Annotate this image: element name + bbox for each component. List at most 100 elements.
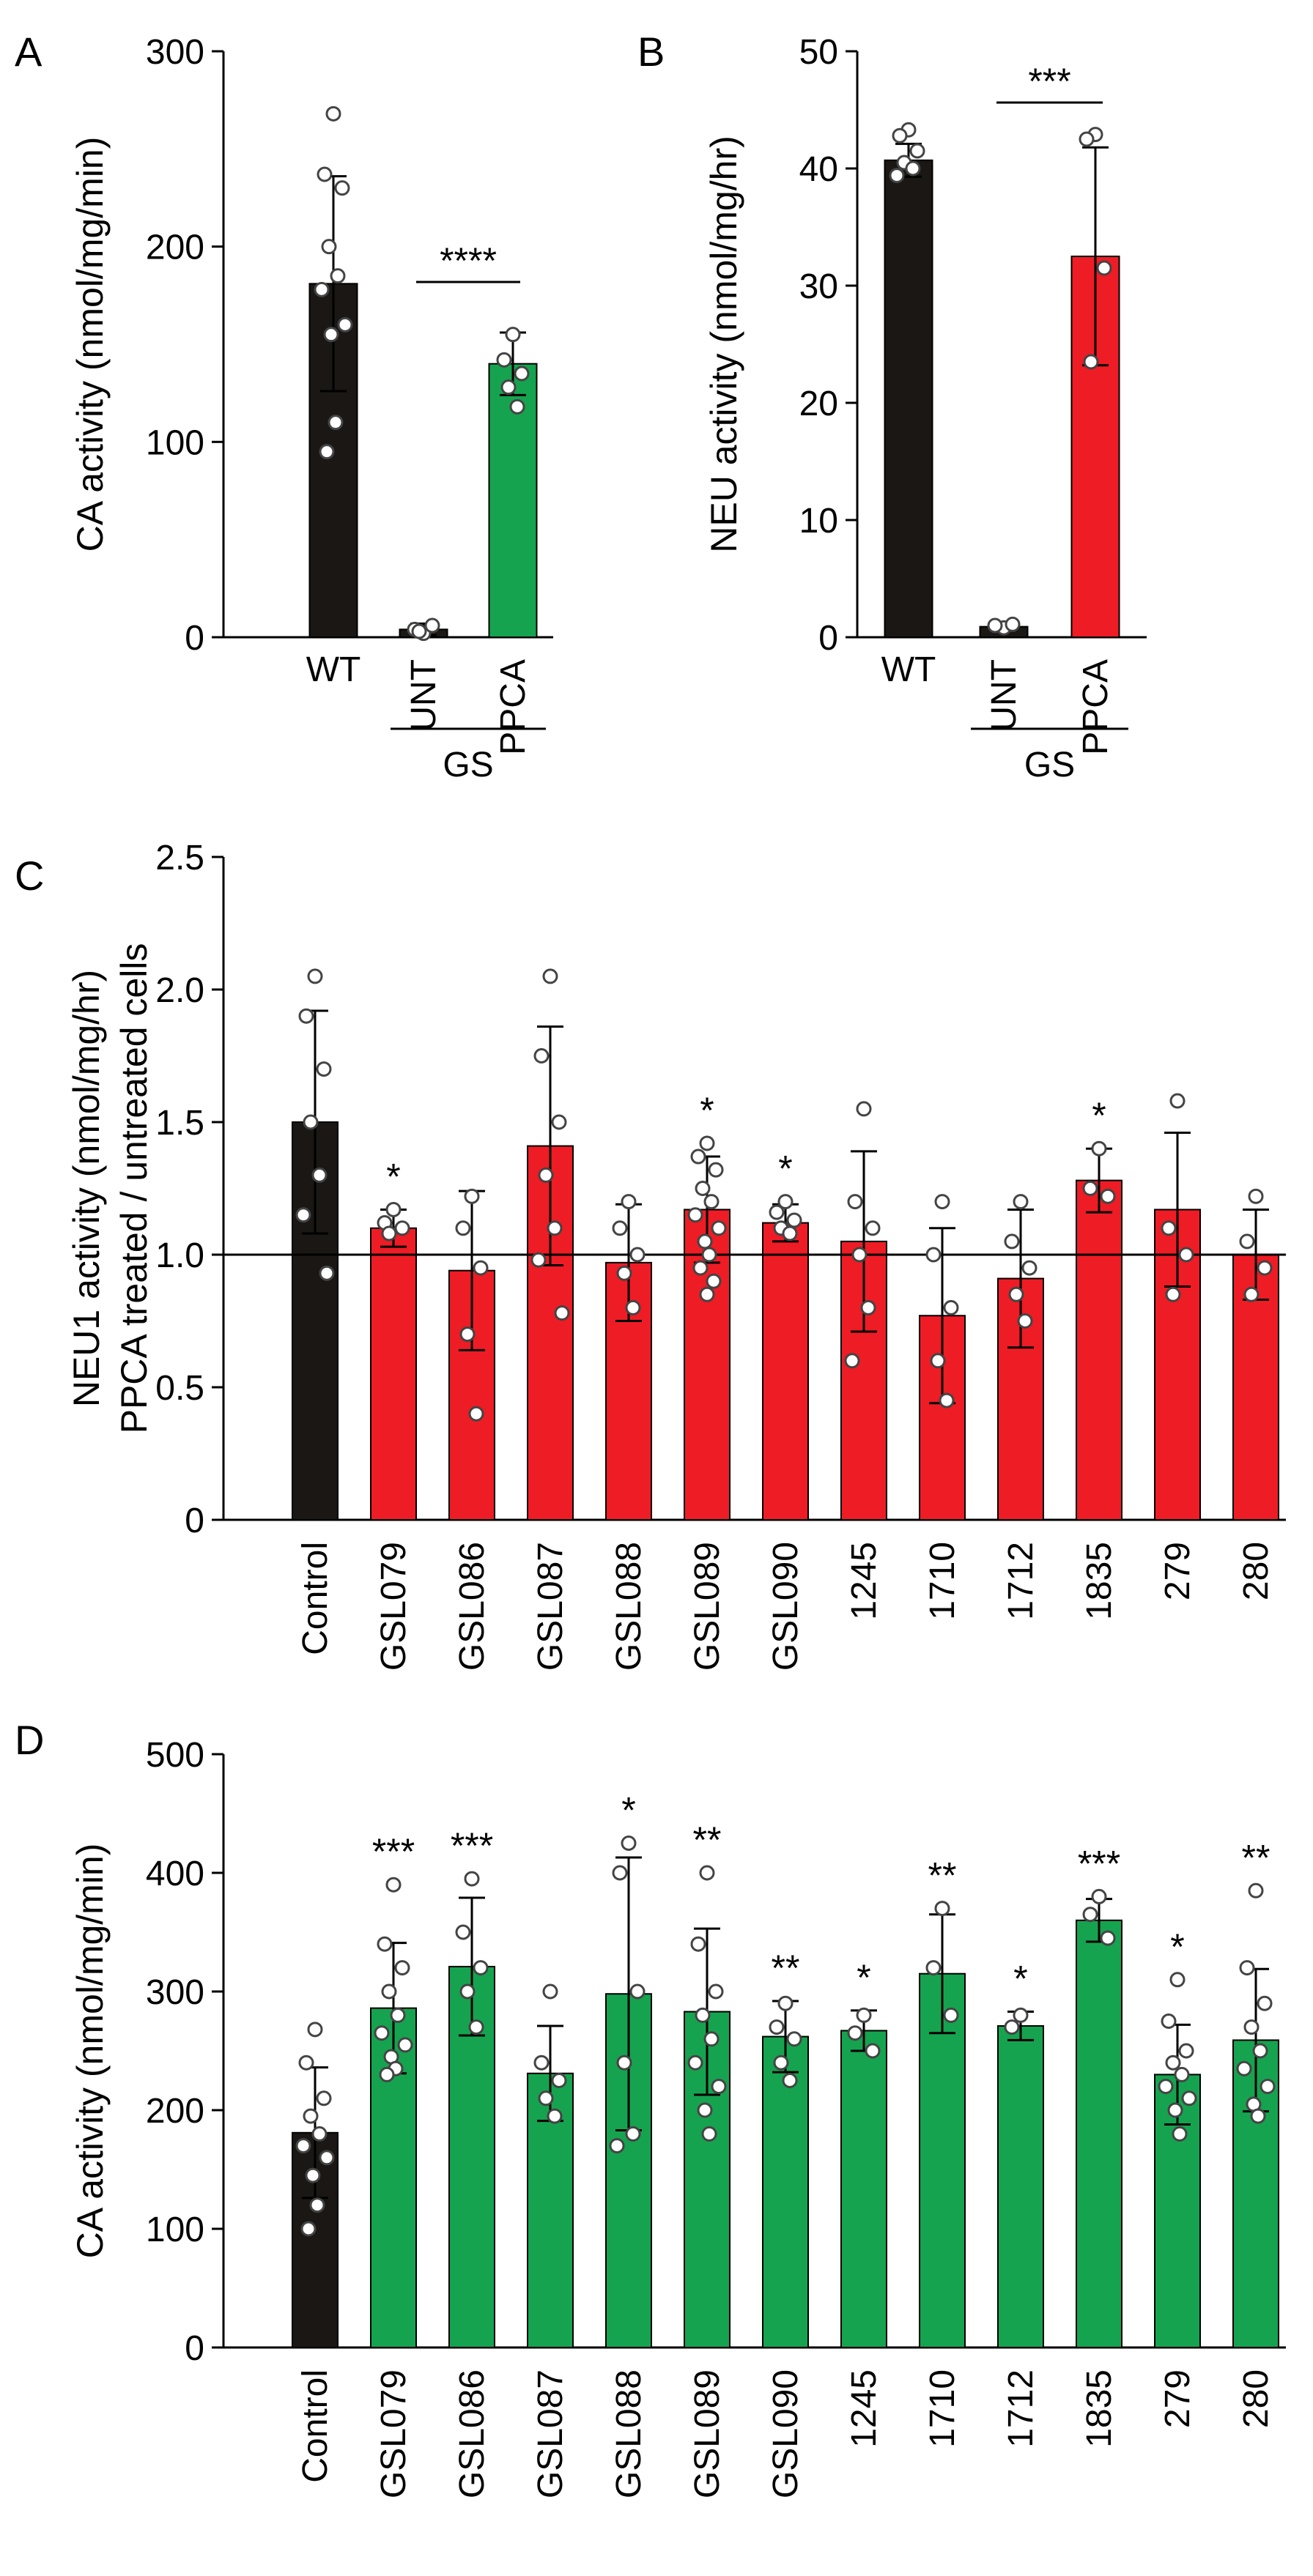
- panel-a-data-point: [321, 239, 337, 255]
- panel-c-category-label: GSL088: [610, 1542, 648, 1671]
- panel-c-data-point: [1021, 1260, 1038, 1276]
- panel-c-data-point: [860, 1299, 876, 1315]
- panel-c-data-point: [699, 1286, 715, 1302]
- panel-b-group-label: GS: [1024, 746, 1075, 784]
- panel-c-data-point: [1004, 1233, 1020, 1250]
- panel-d-data-point: [468, 2019, 484, 2035]
- panel-c-data-point: [690, 1148, 706, 1165]
- panel-d-category-label: 1710: [923, 2369, 962, 2448]
- panel-c-data-point: [621, 1194, 637, 1210]
- panel-c-category-label: GSL086: [453, 1542, 492, 1671]
- panel-d-data-point: [390, 2007, 406, 2023]
- panel-c-data-point: [943, 1299, 959, 1315]
- panel-d-data-point: [455, 1924, 471, 1940]
- panel-a-y-tick-label: 0: [185, 619, 204, 658]
- panel-d-data-point: [309, 2197, 325, 2213]
- panel-c-data-point: [554, 1305, 570, 1321]
- panel-d-significance-stars: *: [621, 1790, 635, 1831]
- panel-c-y-tick-label: 2.0: [155, 971, 204, 1010]
- panel-d-data-point: [374, 2025, 390, 2041]
- panel-c-data-point: [1082, 1181, 1098, 1196]
- panel-b-significance-stars: ***: [1028, 61, 1070, 102]
- panel-d-significance-stars: **: [693, 1819, 722, 1860]
- panel-a-letter: A: [15, 29, 42, 75]
- panel-a-data-point: [514, 365, 530, 382]
- panel-c-data-point: [782, 1225, 798, 1241]
- panel-d-y-tick-label: 0: [185, 2329, 204, 2368]
- panel-d-data-point: [1181, 2090, 1197, 2107]
- panel-d-data-point: [303, 2108, 319, 2124]
- panel-d-significance-stars: **: [772, 1948, 800, 1989]
- panel-d-category-label: GSL090: [766, 2369, 805, 2498]
- panel-d-data-point: [547, 2108, 563, 2124]
- panel-d-y-tick-label: 200: [146, 2092, 204, 2131]
- panel-d-data-point: [385, 1877, 402, 1893]
- panel-d-data-point: [1167, 2102, 1183, 2118]
- panel-d-data-point: [769, 2019, 785, 2035]
- panel-c-bar: [762, 1222, 809, 1521]
- panel-a-data-point: [317, 166, 333, 182]
- panel-d-data-point: [621, 1836, 637, 1851]
- panel-a-data-point: [334, 180, 350, 196]
- panel-c-category-label: GSL087: [531, 1542, 570, 1671]
- panel-d-data-point: [1161, 2013, 1177, 2029]
- panel-d-bar: [1076, 1919, 1122, 2349]
- panel-d-data-point: [699, 1865, 715, 1881]
- panel-c-data-point: [533, 1048, 550, 1064]
- panel-c-data-point: [625, 1299, 641, 1315]
- panel-a-data-point: [411, 623, 427, 639]
- panel-b-letter: B: [637, 29, 665, 75]
- panel-a-significance-stars: ****: [440, 240, 497, 281]
- panel-d-data-point: [943, 2007, 959, 2023]
- panel-d-category-label: Control: [296, 2369, 335, 2483]
- panel-d-data-point: [1158, 2079, 1174, 2095]
- panel-d-data-point: [1250, 2108, 1266, 2124]
- panel-d-data-point: [377, 1936, 393, 1952]
- panel-b-data-point: [905, 160, 921, 177]
- panel-a-category-label: UNT: [404, 659, 443, 732]
- panel-d-data-point: [300, 2221, 317, 2237]
- panel-c-y-tick-label: 1.5: [155, 1104, 204, 1143]
- panel-a-y-axis-title: CA activity (nmol/mg/min): [70, 137, 111, 552]
- panel-d-data-point: [379, 2066, 395, 2082]
- panel-b-y-tick-label: 20: [799, 385, 838, 423]
- panel-a-data-point: [505, 327, 521, 343]
- panel-a-data-point: [424, 617, 440, 634]
- panel-d-data-point: [1169, 1972, 1186, 1988]
- panel-d-data-point: [1236, 2060, 1252, 2076]
- panel-d-data-point: [625, 2126, 641, 2142]
- panel-d-bar: [840, 2030, 887, 2348]
- panel-d-significance-stars: **: [928, 1855, 957, 1896]
- panel-c-y-axis-title: NEU1 activity (nmol/mg/hr): [66, 970, 107, 1407]
- panel-d-data-point: [865, 2043, 881, 2059]
- panel-c-data-point: [303, 1114, 319, 1130]
- panel-d-data-point: [690, 1936, 706, 1952]
- panel-c-data-point: [311, 1167, 328, 1183]
- panel-d-data-point: [703, 2031, 720, 2047]
- panel-c-y-tick-label: 0.5: [155, 1369, 204, 1408]
- panel-c-data-point: [629, 1247, 646, 1263]
- panel-c-data-point: [939, 1392, 955, 1408]
- panel-d-category-label: 1835: [1080, 2369, 1119, 2448]
- panel-d-data-point: [1248, 1882, 1264, 1898]
- panel-a-data-point: [319, 444, 335, 460]
- panel-c-data-point: [1243, 1286, 1260, 1302]
- panel-c-data-point: [930, 1353, 946, 1369]
- panel-d-y-axis-title: CA activity (nmol/mg/min): [70, 1844, 111, 2259]
- panel-c-data-point: [542, 968, 558, 984]
- panel-d-y-tick-label: 400: [146, 1855, 204, 1893]
- panel-d-significance-stars: *: [1170, 1926, 1184, 1967]
- panel-b-y-tick-label: 0: [818, 619, 838, 658]
- panel-a-data-point: [314, 281, 330, 297]
- panel-d-data-point: [533, 2055, 550, 2071]
- panel-c-data-point: [695, 1181, 711, 1196]
- panel-d-data-point: [1091, 1888, 1107, 1904]
- panel-c-data-point: [547, 1220, 563, 1236]
- panel-c-category-label: 1712: [1002, 1542, 1040, 1620]
- panel-d-bar: [762, 2035, 809, 2349]
- panel-d-data-point: [695, 2007, 711, 2023]
- panel-c-data-point: [538, 1167, 554, 1183]
- panel-d-data-point: [394, 1960, 410, 1976]
- panel-a-data-point: [328, 415, 344, 431]
- panel-a-group-label: GS: [443, 746, 493, 784]
